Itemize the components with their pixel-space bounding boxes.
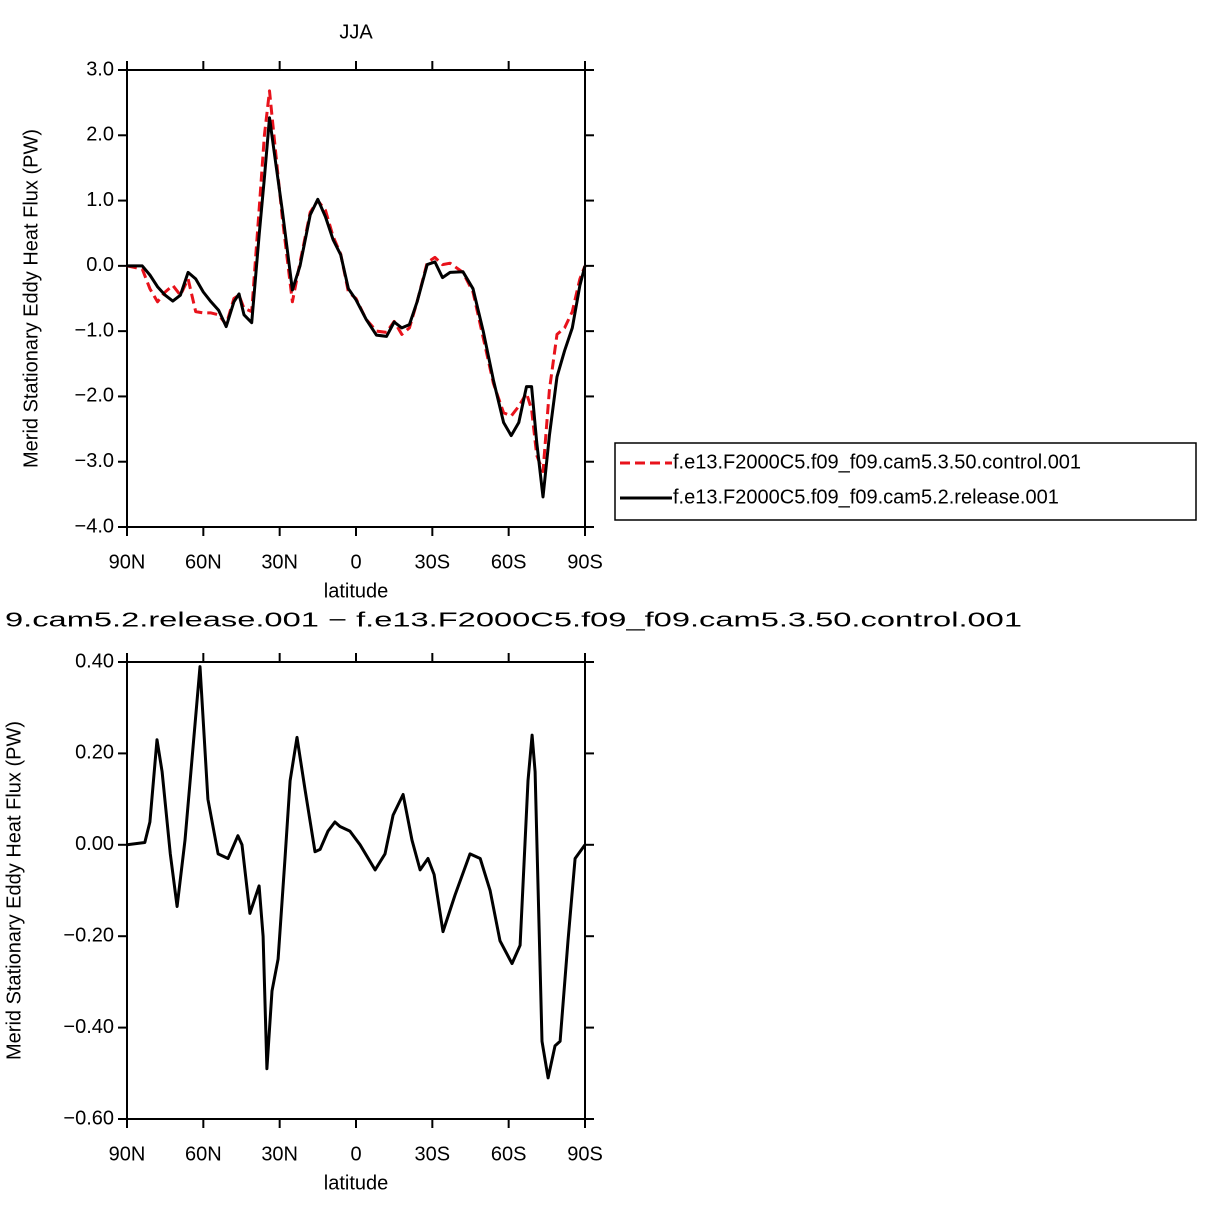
y-tick-label: −3.0 <box>75 450 114 472</box>
x-tick-label: 0 <box>350 551 361 573</box>
y-tick-label: 1.0 <box>86 189 114 211</box>
y-axis-label: Merid Stationary Eddy Heat Flux (PW) <box>20 129 42 468</box>
y-tick-label: 3.0 <box>86 58 114 80</box>
y-tick-label: −1.0 <box>75 319 114 341</box>
x-axis-label: latitude <box>324 1172 389 1194</box>
x-tick-label: 90S <box>567 1143 603 1165</box>
x-tick-label: 90N <box>109 1143 146 1165</box>
x-tick-label: 90N <box>109 551 146 573</box>
legend-label: f.e13.F2000C5.f09_f09.cam5.3.50.control.… <box>673 451 1081 473</box>
x-tick-label: 90S <box>567 551 603 573</box>
x-tick-label: 30S <box>415 1143 451 1165</box>
plot-frame <box>126 69 586 528</box>
plot-frame <box>126 661 586 1120</box>
x-tick-label: 60N <box>185 551 222 573</box>
x-tick-label: 0 <box>350 1143 361 1165</box>
data-line <box>127 116 587 499</box>
y-axis-label: Merid Stationary Eddy Heat Flux (PW) <box>3 721 25 1060</box>
y-tick-label: −0.20 <box>63 924 114 946</box>
chart-title: 9.cam5.2.release.001 − f.e13.F2000C5.f09… <box>5 609 1022 631</box>
data-line <box>126 89 587 473</box>
legend-box <box>614 442 1197 521</box>
x-axis-label: latitude <box>324 580 389 602</box>
legend-label: f.e13.F2000C5.f09_f09.cam5.2.release.001 <box>673 486 1059 508</box>
x-tick-label: 30N <box>261 1143 298 1165</box>
y-tick-label: 0.00 <box>75 833 114 855</box>
chart-title: JJA <box>339 21 373 43</box>
y-tick-label: 0.40 <box>75 650 114 672</box>
y-tick-label: −0.40 <box>63 1016 114 1038</box>
data-line <box>126 665 587 1080</box>
x-tick-label: 60N <box>185 1143 222 1165</box>
x-tick-label: 30N <box>261 551 298 573</box>
y-tick-label: 0.20 <box>75 742 114 764</box>
x-tick-label: 30S <box>415 551 451 573</box>
y-tick-label: −4.0 <box>75 515 114 537</box>
y-tick-label: 0.0 <box>86 254 114 276</box>
y-tick-label: 2.0 <box>86 124 114 146</box>
y-tick-label: −0.60 <box>63 1107 114 1129</box>
x-tick-label: 60S <box>491 551 527 573</box>
x-tick-label: 60S <box>491 1143 527 1165</box>
y-tick-label: −2.0 <box>75 385 114 407</box>
